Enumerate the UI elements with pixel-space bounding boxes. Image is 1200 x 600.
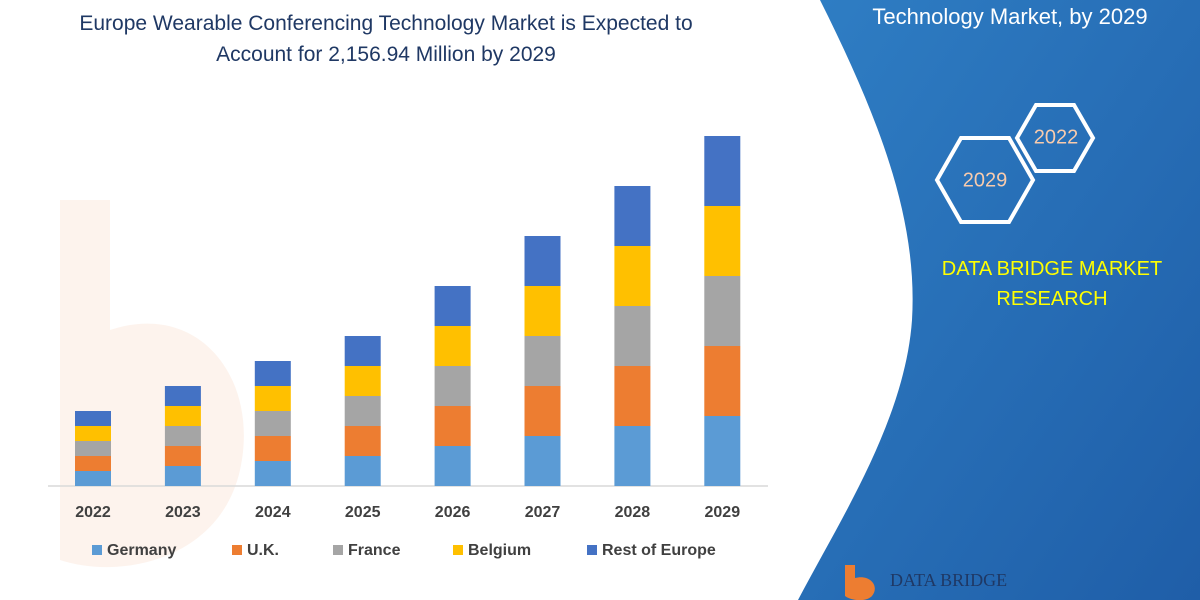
bar-segment [434,446,471,486]
bar-segment [164,446,201,466]
hexagon [934,136,1036,224]
side-panel [798,0,1200,600]
bar-segment [254,411,291,436]
legend-swatch [232,545,242,555]
bar-segment [704,276,741,346]
bar-segment [614,366,651,426]
bar-segment [75,411,111,426]
bar-segment [524,236,561,286]
bar-segment [524,386,561,436]
bar-segment [164,406,201,426]
bar-segment [614,426,651,486]
bar-segment [344,396,381,426]
brand: DATA BRIDGE MARKET RESEARCH [941,258,1163,310]
bar-segment [254,361,291,386]
hexagon [1014,103,1096,173]
legend-swatch [333,545,343,555]
bar-segment [75,441,111,456]
bar-segment [704,416,741,486]
bar-segment [704,346,741,416]
bar-segment [344,456,381,486]
x-tick-label: 2022 [75,504,111,521]
legend-label: Belgium [468,542,531,559]
bar-segment [434,406,471,446]
bar-segment [614,306,651,366]
bar-segment [254,436,291,461]
bar-segment [614,246,651,306]
bar-segment [164,466,201,486]
bar-segment [524,436,561,486]
legend-label: Germany [107,542,176,559]
legend-swatch [453,545,463,555]
bar-segment [434,366,471,406]
hex-label: 2022 [1034,126,1079,148]
x-tick-label: 2025 [345,504,381,521]
bar-segment [164,386,201,406]
x-tick-label: 2027 [525,504,561,521]
hex-label: 2029 [963,169,1008,191]
bar-segment [254,461,291,486]
chart-title: Europe Wearable Conferencing Technology … [79,12,693,66]
bar-segment [344,366,381,396]
bar-segment [164,426,201,446]
bar-segment [524,286,561,336]
bar-segment [434,326,471,366]
bar-segment [344,336,381,366]
x-tick-label: 2029 [705,504,741,521]
legend-label: U.K. [247,542,279,559]
legend-label: France [348,542,401,559]
bar-segment [75,471,111,486]
bar-segment [75,456,111,471]
x-tick-label: 2026 [435,504,471,521]
legend-swatch [587,545,597,555]
x-tick-label: 2024 [255,504,291,521]
bar-segment [434,286,471,326]
logo-icon [845,565,875,600]
legend-label: Rest of Europe [602,542,716,559]
bar-segment [524,336,561,386]
bar-segment [704,206,741,276]
bar-segment [704,136,741,206]
panel-heading: Technology Market, by 2029 [872,4,1147,29]
bar-segment [344,426,381,456]
x-tick-label: 2028 [615,504,651,521]
bar-segment [254,386,291,411]
legend-swatch [92,545,102,555]
bar-segment [614,186,651,246]
bar-segment [75,426,111,441]
x-tick-label: 2023 [165,504,201,521]
logo-text: DATA BRIDGE [890,570,1007,590]
